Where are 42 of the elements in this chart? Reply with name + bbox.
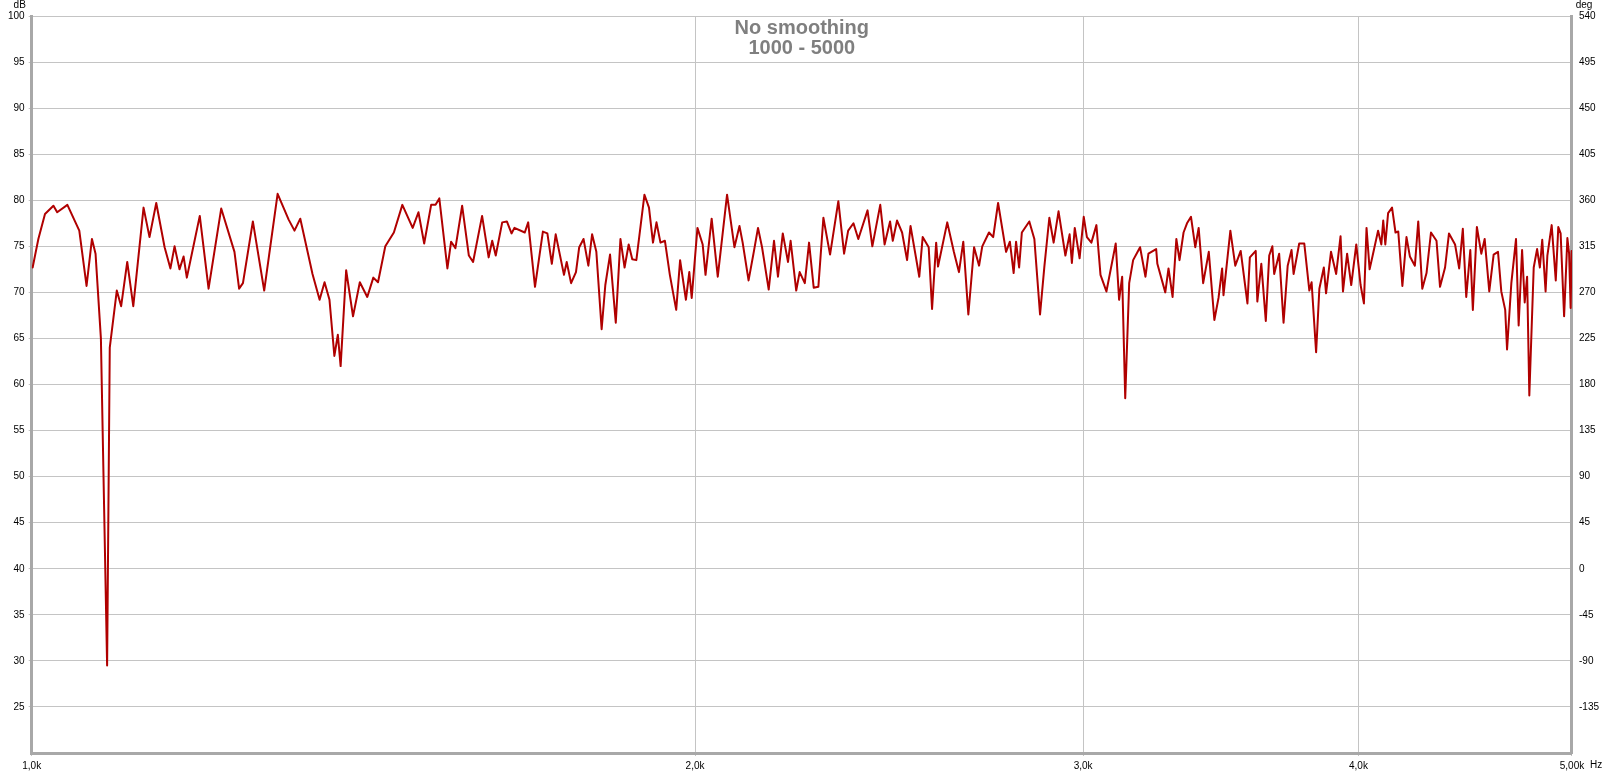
y-tick-label: 40 (13, 562, 26, 574)
y2-tick-label: 360 (1578, 194, 1597, 205)
y2-tick-label: 180 (1578, 378, 1597, 390)
y2-tick-label: 450 (1578, 101, 1597, 113)
x-tick-label: 2,0k (685, 759, 706, 771)
y2-tick-label: 0 (1578, 562, 1585, 574)
y-tick-label: 90 (13, 101, 26, 113)
x-tick-label: 4,0k (1348, 759, 1369, 771)
y2-tick-label: 405 (1578, 147, 1597, 159)
y2-tick-label: 270 (1578, 286, 1597, 298)
y2-tick-label: -135 (1578, 700, 1600, 712)
y2-tick-label: -90 (1578, 654, 1594, 666)
y2-tick-label: 315 (1578, 240, 1597, 252)
x-tick-label: 1,0k (22, 759, 43, 771)
y-tick-label: 70 (13, 286, 26, 298)
y2-tick-label: 45 (1578, 516, 1591, 528)
y-tick-label: 100 (8, 9, 26, 21)
x-tick-label: 5,00k (1559, 759, 1586, 771)
x-axis-title: Hz (1589, 758, 1603, 770)
y-tick-label: 85 (13, 147, 26, 159)
y-tick-label: 50 (13, 470, 26, 482)
y-tick-label: 55 (13, 424, 26, 436)
y-tick-label: 60 (13, 378, 26, 390)
y-tick-label: 75 (13, 240, 26, 252)
y-tick-label: 35 (13, 608, 26, 620)
y2-tick-label: 135 (1578, 424, 1597, 436)
y-tick-label: 65 (13, 332, 26, 344)
y-tick-label: 30 (13, 654, 26, 666)
y2-tick-label: 495 (1578, 55, 1597, 67)
y2-tick-label: -45 (1578, 608, 1594, 620)
y2-axis-title: deg (1575, 0, 1593, 10)
text: 1000 - 5000 (748, 35, 856, 58)
y-tick-label: 45 (13, 516, 26, 528)
y2-tick-label: 225 (1578, 332, 1597, 344)
x-tick-label: 3,0k (1073, 759, 1094, 771)
y-tick-label: 25 (13, 700, 26, 712)
chart-title: No smoothing (734, 15, 870, 38)
y-axis-title: dB (13, 0, 27, 10)
y-tick-label: 95 (13, 55, 26, 67)
y-tick-label: 80 (13, 194, 26, 205)
y2-tick-label: 90 (1578, 470, 1591, 482)
y2-tick-label: 540 (1578, 9, 1597, 21)
